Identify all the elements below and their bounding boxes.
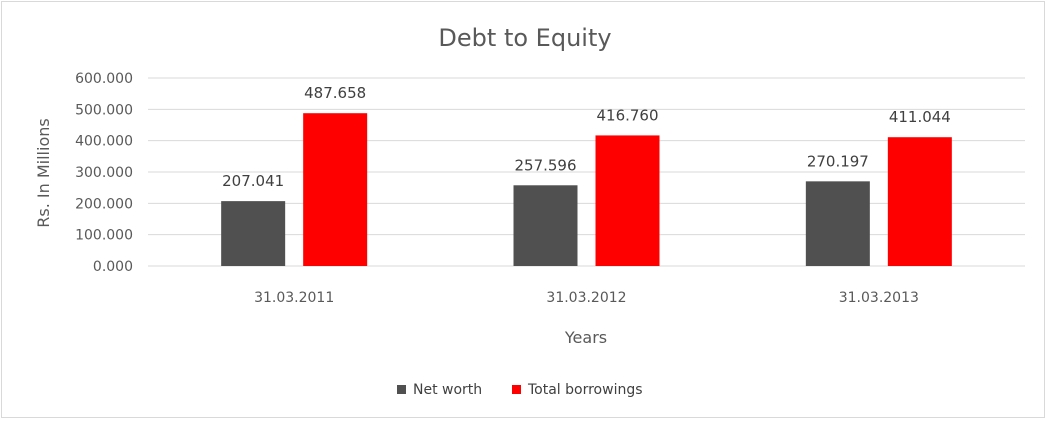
legend-swatch <box>397 385 406 394</box>
y-tick-label: 500.000 <box>75 102 133 118</box>
gridlines <box>148 77 1025 267</box>
legend: Net worth Total borrowings <box>397 382 643 398</box>
y-tick-label: 100.000 <box>75 228 133 244</box>
y-tick-label: 600.000 <box>75 71 133 87</box>
x-axis-ticks: 31.03.2011 31.03.2012 31.03.2013 <box>254 290 919 306</box>
legend-label: Total borrowings <box>527 382 643 398</box>
x-tick-label: 31.03.2013 <box>839 290 919 306</box>
data-label: 487.658 <box>304 84 366 102</box>
x-axis-title: Years <box>564 328 607 347</box>
bar-total-borrowings <box>303 113 368 266</box>
x-tick-label: 31.03.2011 <box>254 290 334 306</box>
y-tick-label: 0.000 <box>93 259 133 275</box>
x-tick-label: 31.03.2012 <box>546 290 626 306</box>
bars <box>221 113 952 266</box>
legend-label: Net worth <box>413 382 482 398</box>
y-tick-label: 300.000 <box>75 165 133 181</box>
bar-net-worth <box>805 181 870 266</box>
y-axis-title: Rs. In Millions <box>34 118 53 227</box>
y-tick-label: 400.000 <box>75 134 133 150</box>
data-labels: 207.041 487.658 257.596 416.760 270.197 411.0… <box>222 84 951 190</box>
y-axis-ticks: 0.000 100.000 200.000 300.000 400.000 500.000… <box>75 71 133 275</box>
data-label: 411.044 <box>889 108 951 126</box>
bar-total-borrowings <box>595 135 660 266</box>
bar-net-worth <box>513 185 578 266</box>
legend-swatch <box>512 385 521 394</box>
data-label: 207.041 <box>222 172 284 190</box>
bar-net-worth <box>221 201 286 266</box>
bar-total-borrowings <box>887 137 952 266</box>
y-tick-label: 200.000 <box>75 196 133 212</box>
data-label: 416.760 <box>596 106 658 124</box>
data-label: 257.596 <box>514 156 576 174</box>
chart-title: Debt to Equity <box>438 24 611 52</box>
data-label: 270.197 <box>807 152 869 170</box>
